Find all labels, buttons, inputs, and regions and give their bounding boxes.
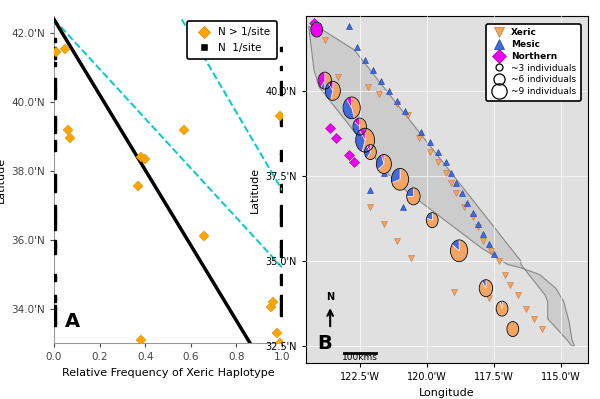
Wedge shape — [500, 301, 502, 309]
Wedge shape — [452, 240, 459, 251]
Wedge shape — [407, 188, 420, 205]
Wedge shape — [318, 72, 325, 87]
X-axis label: Relative Frequency of Xeric Haplotype: Relative Frequency of Xeric Haplotype — [62, 368, 274, 378]
X-axis label: Longitude: Longitude — [419, 388, 475, 398]
Wedge shape — [325, 83, 333, 100]
Wedge shape — [479, 280, 493, 297]
Text: N: N — [326, 292, 334, 302]
Wedge shape — [362, 128, 374, 152]
Wedge shape — [343, 99, 355, 119]
Y-axis label: Latitude: Latitude — [0, 156, 5, 203]
Wedge shape — [352, 97, 360, 118]
Wedge shape — [427, 213, 432, 220]
Wedge shape — [507, 322, 519, 336]
Wedge shape — [392, 168, 409, 190]
Text: 100kms: 100kms — [342, 353, 377, 361]
Y-axis label: Latitude: Latitude — [250, 166, 260, 213]
Wedge shape — [367, 144, 370, 152]
Legend: N > 1/site, N  1/site: N > 1/site, N 1/site — [187, 21, 277, 59]
Wedge shape — [382, 154, 384, 164]
Wedge shape — [325, 72, 332, 89]
Wedge shape — [482, 280, 486, 288]
Wedge shape — [391, 168, 400, 183]
Wedge shape — [353, 122, 360, 135]
Wedge shape — [356, 130, 365, 152]
Wedge shape — [407, 188, 413, 196]
Text: B: B — [317, 334, 332, 353]
Wedge shape — [451, 240, 467, 262]
Wedge shape — [328, 81, 333, 91]
Wedge shape — [321, 81, 325, 89]
Wedge shape — [378, 154, 391, 174]
Wedge shape — [367, 144, 376, 160]
Wedge shape — [359, 128, 365, 140]
Wedge shape — [365, 146, 370, 158]
Wedge shape — [331, 81, 340, 101]
Wedge shape — [354, 118, 360, 126]
Wedge shape — [347, 97, 352, 108]
Wedge shape — [376, 155, 384, 170]
Polygon shape — [308, 26, 575, 346]
Wedge shape — [427, 213, 438, 228]
Wedge shape — [360, 118, 367, 135]
Wedge shape — [496, 301, 508, 316]
Text: A: A — [65, 312, 80, 331]
Legend: Xeric, Mesic, Northern, ~3 individuals, ~6 individuals, ~9 individuals: Xeric, Mesic, Northern, ~3 individuals, … — [486, 24, 581, 101]
Wedge shape — [311, 22, 323, 37]
